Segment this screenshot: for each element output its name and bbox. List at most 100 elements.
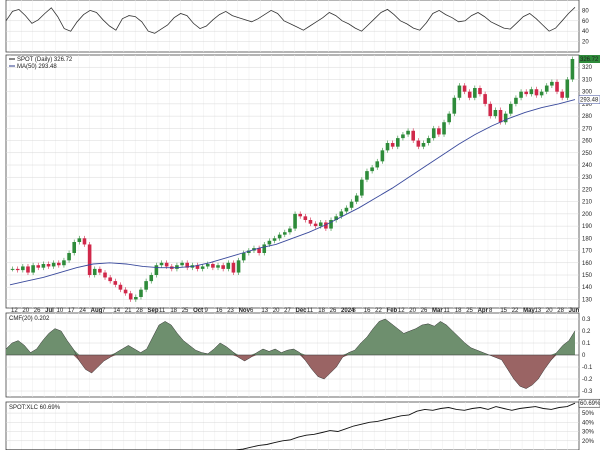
- x-axis-tick-label: Aug: [91, 308, 103, 314]
- x-axis-tick-label: 12: [11, 308, 18, 314]
- rsi-series-line: [5, 7, 576, 34]
- price-y-tick-label: 270: [582, 126, 593, 132]
- price-candle-body: [544, 85, 549, 92]
- price-y-tick-label: 250: [582, 151, 593, 157]
- price-candle-body: [211, 264, 215, 268]
- price-candle-body: [360, 179, 364, 196]
- price-candle-body: [365, 171, 369, 180]
- price-candle-body: [92, 268, 97, 275]
- x-axis-tick-label: 17: [68, 308, 75, 314]
- price-candle-body: [303, 216, 308, 220]
- price-candle-body: [128, 293, 133, 300]
- price-candle-body: [519, 91, 523, 98]
- x-axis-tick-label: Jun: [569, 308, 580, 314]
- price-candle-body: [72, 242, 77, 253]
- x-axis-tick-label: 12: [398, 308, 405, 314]
- price-candle-body: [149, 275, 154, 282]
- x-axis-tick-label: 26: [34, 308, 41, 314]
- price-candle-body: [67, 253, 71, 261]
- price-candle-body: [457, 85, 462, 98]
- price-candle-body: [483, 94, 487, 104]
- price-y-tick-label: 220: [582, 187, 593, 193]
- price-candle-body: [437, 128, 441, 135]
- price-candle-body: [41, 264, 46, 268]
- price-candle-body: [411, 130, 416, 141]
- price-candle-body: [216, 265, 220, 268]
- price-candle-body: [26, 266, 30, 273]
- price-candle-body: [262, 244, 267, 253]
- price-candle-body: [175, 265, 179, 269]
- rsi-y-tick-label: 20: [582, 40, 589, 46]
- x-axis-tick-label: 26: [330, 308, 337, 314]
- cmf-y-tick-label: 0.1: [582, 341, 591, 347]
- price-y-tick-label: 300: [582, 90, 593, 96]
- price-y-tick-label: 160: [582, 261, 593, 267]
- x-axis-tick-label: Mar: [432, 308, 443, 314]
- price-candle-body: [318, 222, 323, 227]
- ratio-y-tick-label: 40%: [582, 420, 595, 426]
- price-candle-body: [406, 130, 410, 135]
- price-candle-body: [134, 297, 138, 300]
- price-legend-label: SPOT (Daily) 326.72: [17, 57, 73, 63]
- price-candle-body: [36, 265, 41, 268]
- x-axis-tick-label: 25: [466, 308, 473, 314]
- x-axis-tick-label: 18: [455, 308, 462, 314]
- price-candle-body: [524, 91, 529, 95]
- price-candle-body: [144, 281, 148, 290]
- price-candle-body: [267, 240, 272, 245]
- x-axis-tick-label: 14: [113, 308, 120, 314]
- ratio-y-tick-label: 20%: [582, 439, 595, 445]
- price-candle-body: [452, 97, 457, 114]
- x-axis-tick-label: 23: [227, 308, 234, 314]
- x-axis-tick-label: 10: [57, 308, 64, 314]
- price-candle-body: [565, 79, 570, 98]
- price-candle-body: [62, 260, 66, 266]
- price-panel-frame: [5, 54, 580, 309]
- price-candle-body: [205, 264, 210, 267]
- price-candle-body: [288, 228, 292, 233]
- price-candle-body: [10, 268, 15, 270]
- x-axis-tick-label: 18: [170, 308, 177, 314]
- ma50-line: [9, 99, 576, 286]
- price-candle-body: [401, 134, 405, 139]
- price-y-tick-label: 230: [582, 175, 593, 181]
- price-candle-body: [570, 59, 575, 80]
- price-y-tick-label: 130: [582, 297, 593, 303]
- price-candle-body: [123, 289, 128, 294]
- x-axis-tick-label: Apr: [478, 308, 489, 314]
- price-candle-body: [442, 122, 446, 135]
- price-candle-body: [159, 262, 164, 266]
- ma-last-badge: [578, 95, 600, 104]
- x-axis-tick-label: Nov: [239, 308, 251, 314]
- price-y-tick-label: 140: [582, 285, 593, 291]
- price-candle-body: [56, 262, 61, 266]
- price-candle-body: [51, 262, 56, 267]
- price-candle-body: [539, 91, 544, 96]
- x-axis-tick-label: 11: [307, 308, 314, 314]
- rsi-panel-frame: [5, 0, 580, 53]
- price-candle-body: [514, 97, 518, 104]
- x-axis-tick-label: 6: [250, 308, 254, 314]
- x-axis-tick-label: Feb: [387, 308, 398, 314]
- price-candle-body: [447, 113, 451, 123]
- price-candle-body: [462, 85, 467, 92]
- price-candle-body: [349, 201, 354, 208]
- price-y-tick-label: 190: [582, 224, 593, 230]
- x-axis-tick-label: 16: [216, 308, 223, 314]
- price-candle-body: [560, 91, 564, 98]
- cmf-line: [5, 318, 576, 389]
- price-y-tick-label: 240: [582, 163, 593, 169]
- price-candle-body: [555, 81, 559, 92]
- x-axis-tick-label: 20: [22, 308, 29, 314]
- x-axis-tick-label: Dec: [296, 308, 308, 314]
- x-axis-tick-label: Sep: [148, 308, 159, 314]
- x-axis-tick-label: 15: [500, 308, 507, 314]
- price-candle-body: [339, 211, 344, 217]
- price-candle-body: [426, 138, 431, 143]
- ma-last-label: 293.48: [580, 98, 599, 104]
- x-axis-tick-label: 25: [182, 308, 189, 314]
- x-axis-tick-label: 24: [79, 308, 86, 314]
- last-price-label: 326.72: [580, 57, 599, 63]
- x-axis-tick-label: May: [523, 308, 535, 314]
- x-axis-tick-label: 11: [443, 308, 450, 314]
